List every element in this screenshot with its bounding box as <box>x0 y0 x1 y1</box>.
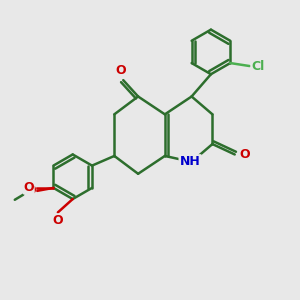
Text: NH: NH <box>180 155 200 168</box>
Text: Cl: Cl <box>251 59 264 73</box>
Text: O: O <box>23 181 34 194</box>
Text: O: O <box>52 214 63 227</box>
Text: O: O <box>239 148 250 161</box>
Text: O: O <box>115 64 126 77</box>
Text: O: O <box>25 184 36 197</box>
